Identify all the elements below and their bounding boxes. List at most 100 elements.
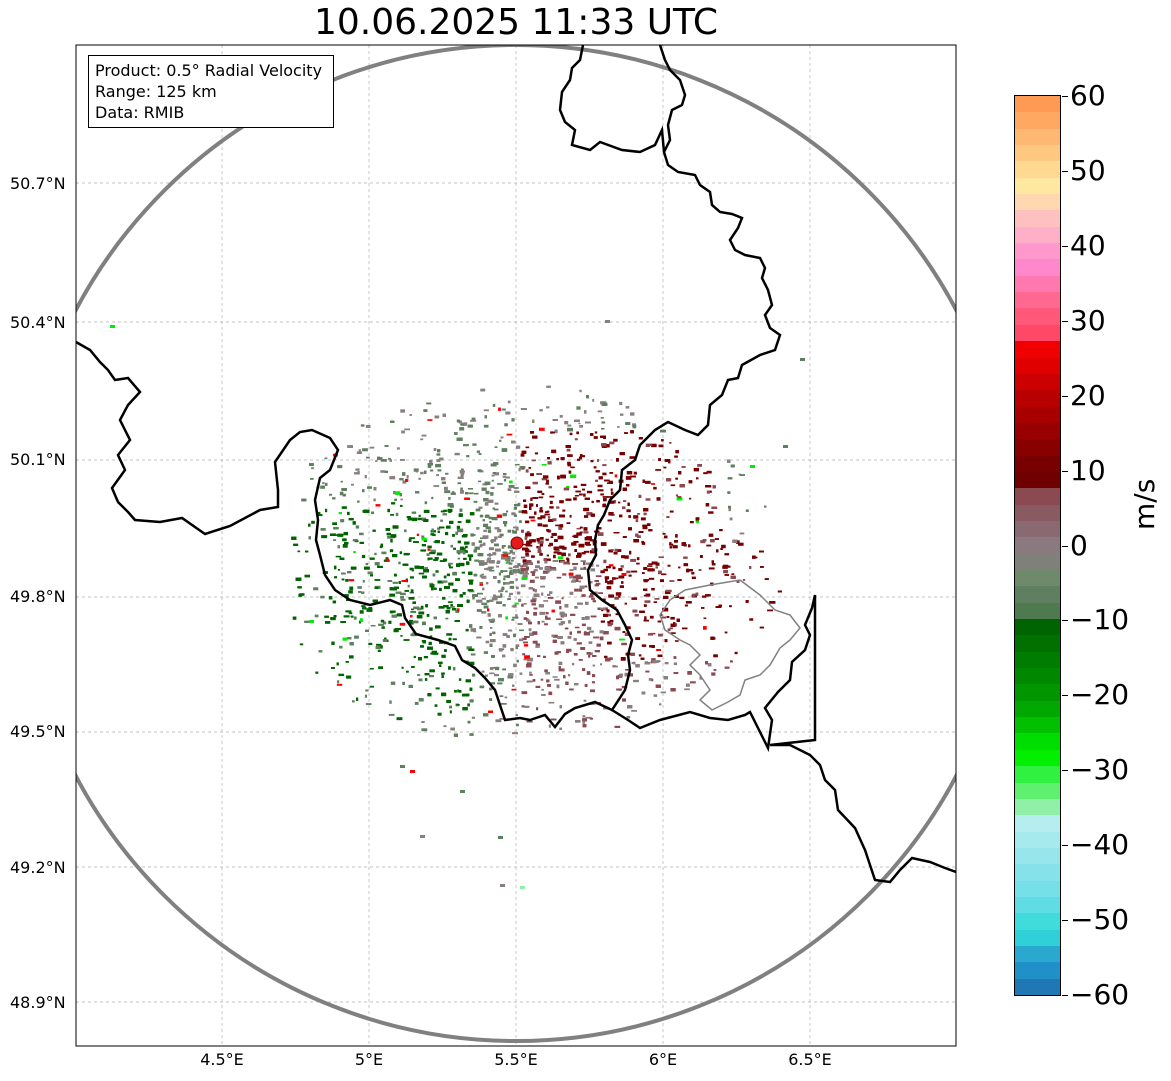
velocity-pixel bbox=[708, 511, 714, 514]
velocity-pixel bbox=[566, 558, 570, 562]
velocity-pixel bbox=[501, 408, 506, 411]
velocity-pixel bbox=[478, 453, 482, 455]
velocity-pixel bbox=[408, 597, 415, 600]
velocity-pixel bbox=[491, 517, 498, 521]
velocity-pixel bbox=[515, 569, 518, 573]
velocity-pixel bbox=[738, 542, 744, 546]
velocity-pixel bbox=[588, 655, 591, 658]
velocity-pixel bbox=[401, 580, 408, 582]
velocity-pixel bbox=[371, 511, 375, 515]
velocity-pixel bbox=[635, 533, 639, 537]
velocity-pixel bbox=[645, 498, 651, 501]
velocity-pixel bbox=[364, 694, 367, 698]
velocity-pixel bbox=[559, 705, 562, 709]
velocity-pixel bbox=[688, 544, 691, 548]
velocity-pixel bbox=[633, 679, 639, 683]
velocity-pixel bbox=[554, 549, 560, 552]
velocity-pixel bbox=[443, 575, 447, 579]
velocity-pixel bbox=[533, 612, 537, 616]
velocity-pixel bbox=[471, 716, 475, 719]
velocity-pixel bbox=[400, 765, 405, 768]
velocity-pixel bbox=[491, 474, 495, 477]
velocity-pixel bbox=[293, 543, 299, 546]
velocity-pixel bbox=[340, 621, 346, 623]
velocity-pixel bbox=[427, 419, 433, 421]
velocity-pixel bbox=[582, 720, 586, 724]
velocity-pixel bbox=[423, 519, 429, 522]
velocity-pixel bbox=[670, 632, 676, 634]
velocity-pixel bbox=[586, 626, 592, 630]
velocity-pixel bbox=[487, 557, 492, 560]
velocity-pixel bbox=[675, 477, 678, 480]
velocity-pixel bbox=[531, 555, 535, 558]
velocity-pixel bbox=[753, 556, 758, 559]
velocity-pixel bbox=[380, 470, 385, 473]
velocity-pixel bbox=[582, 724, 587, 728]
radar-site-marker[interactable] bbox=[510, 536, 524, 550]
velocity-pixel bbox=[449, 705, 452, 709]
velocity-pixel bbox=[684, 604, 688, 607]
velocity-pixel bbox=[576, 431, 579, 435]
velocity-pixel bbox=[552, 419, 558, 421]
velocity-pixel bbox=[606, 566, 611, 569]
velocity-pixel bbox=[559, 415, 563, 418]
velocity-pixel bbox=[499, 695, 504, 697]
velocity-pixel bbox=[534, 511, 537, 515]
velocity-pixel bbox=[469, 699, 474, 703]
velocity-pixel bbox=[597, 607, 601, 610]
velocity-pixel bbox=[335, 555, 342, 558]
velocity-pixel bbox=[683, 556, 688, 559]
velocity-pixel bbox=[642, 526, 648, 530]
velocity-pixel bbox=[442, 413, 446, 417]
velocity-pixel bbox=[560, 621, 565, 625]
velocity-pixel bbox=[517, 591, 521, 595]
velocity-pixel bbox=[513, 526, 519, 529]
velocity-pixel bbox=[490, 492, 494, 496]
velocity-pixel bbox=[705, 485, 712, 488]
velocity-pixel bbox=[525, 532, 532, 537]
velocity-pixel bbox=[537, 546, 541, 550]
velocity-pixel bbox=[454, 452, 460, 456]
velocity-pixel bbox=[539, 409, 543, 412]
lat-label-49-2: 49.2°N bbox=[10, 858, 66, 877]
velocity-pixel bbox=[572, 563, 578, 565]
velocity-pixel bbox=[543, 570, 548, 573]
velocity-pixel bbox=[654, 598, 660, 600]
velocity-pixel bbox=[543, 655, 546, 658]
velocity-pixel bbox=[518, 510, 524, 513]
velocity-pixel bbox=[521, 564, 528, 568]
velocity-pixel bbox=[490, 486, 495, 489]
velocity-pixel bbox=[400, 635, 403, 637]
velocity-pixel bbox=[499, 718, 506, 720]
velocity-pixel bbox=[568, 674, 571, 677]
velocity-pixel bbox=[607, 623, 612, 627]
velocity-pixel bbox=[444, 586, 450, 589]
velocity-pixel bbox=[448, 509, 452, 513]
velocity-pixel bbox=[438, 606, 445, 609]
velocity-pixel bbox=[581, 552, 586, 555]
velocity-pixel bbox=[444, 649, 447, 652]
velocity-pixel bbox=[548, 544, 551, 547]
velocity-pixel bbox=[625, 422, 631, 425]
velocity-pixel bbox=[422, 621, 426, 626]
velocity-pixel bbox=[580, 560, 586, 562]
velocity-pixel bbox=[637, 513, 641, 515]
velocity-pixel bbox=[590, 550, 596, 554]
velocity-pixel bbox=[436, 552, 443, 556]
velocity-pixel bbox=[342, 538, 347, 542]
velocity-pixel bbox=[711, 506, 718, 509]
velocity-pixel bbox=[683, 542, 686, 546]
velocity-pixel bbox=[489, 687, 493, 691]
velocity-pixel bbox=[357, 500, 360, 503]
velocity-pixel bbox=[464, 497, 470, 500]
velocity-pixel bbox=[390, 514, 395, 516]
colorbar-tick bbox=[1062, 770, 1068, 772]
velocity-pixel bbox=[564, 604, 569, 608]
velocity-pixel bbox=[566, 522, 571, 524]
velocity-pixel bbox=[313, 587, 319, 591]
velocity-pixel bbox=[644, 616, 647, 620]
velocity-pixel bbox=[525, 469, 529, 473]
velocity-pixel bbox=[586, 671, 591, 675]
colorbar-band bbox=[1015, 896, 1060, 915]
velocity-pixel bbox=[361, 605, 366, 608]
